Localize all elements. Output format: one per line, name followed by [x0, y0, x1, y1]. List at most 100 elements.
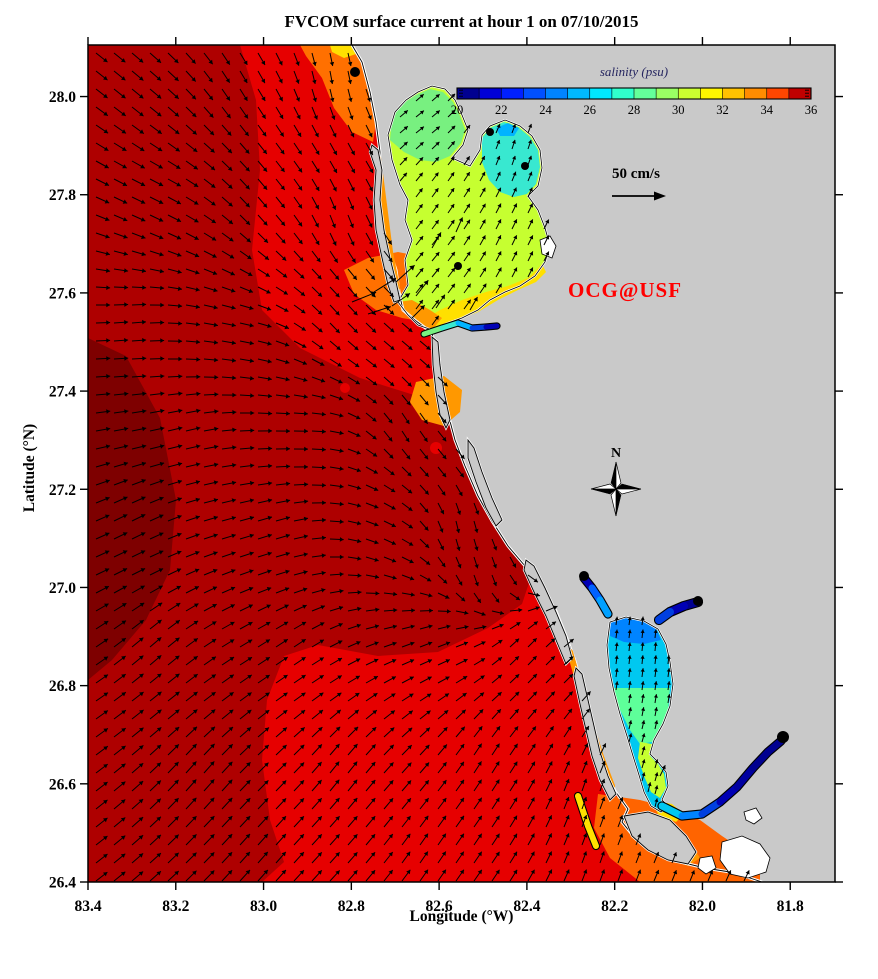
y-tick-label: 27.8 [49, 187, 76, 204]
x-tick-label: 83.0 [250, 898, 277, 915]
x-tick-label: 81.8 [777, 898, 804, 915]
axis-ticks: 83.4 83.2 83.0 82.8 82.6 82.4 82.2 82.0 81.8 28.0… [49, 37, 843, 915]
station-dot [521, 162, 529, 170]
colorbar-segment [656, 88, 679, 99]
colorbar-segment [501, 88, 524, 99]
island-longboat-key [431, 336, 451, 430]
plot-frame [87, 44, 836, 883]
y-tick-label: 26.8 [49, 678, 76, 695]
colorbar-segment [766, 88, 790, 99]
station-dot [350, 67, 360, 77]
colorbar-segment [744, 88, 768, 99]
station-dot [777, 731, 789, 743]
scale-arrow-label: 50 cm/s [612, 166, 660, 182]
colorbar-segment [700, 88, 723, 99]
compass-north-label: N [610, 446, 622, 461]
colorbar-segment [722, 88, 746, 99]
myakka-river [596, 596, 612, 618]
x-tick-label: 82.8 [338, 898, 365, 915]
colorbar-tick-label: 26 [584, 103, 597, 117]
gasparilla-sound [575, 793, 591, 829]
x-tick-label: 83.2 [162, 898, 189, 915]
colorbar-tick-label: 24 [539, 103, 552, 117]
colorbar-segment [788, 88, 812, 99]
region-clearwater-yellow-patch [330, 45, 356, 58]
y-tick-label: 27.6 [49, 285, 76, 302]
region-gulf-max-salinity [88, 338, 176, 680]
map-area [88, 45, 835, 882]
island-manasota-gasparilla [573, 667, 617, 801]
caloosahatchee-river [764, 737, 785, 756]
manatee-river [483, 323, 500, 330]
station-dot [454, 262, 462, 270]
region-tampa-mouth-inside [398, 300, 442, 330]
gulf-current-field [95, 52, 750, 882]
inlet-dot [340, 383, 350, 393]
station-dot [486, 128, 494, 136]
scale-arrow [612, 191, 666, 201]
colorbar-tick-label: 36 [805, 103, 818, 117]
region-lower-tampa-yellow [420, 264, 546, 328]
colorbar-segment [457, 88, 480, 99]
colorbar-segment [678, 88, 701, 99]
colorbar-title: salinity (psu) [599, 64, 669, 79]
compass-rose [590, 461, 642, 517]
x-axis-label: Longitude (°W) [409, 908, 514, 925]
page-title: FVCOM surface current at hour 1 on 07/10… [284, 12, 639, 31]
region-hillsborough-bay [482, 122, 540, 197]
colorbar-tick-label: 32 [716, 103, 729, 117]
region-old-tampa-bay [390, 89, 465, 162]
flats-pine-island-flats [719, 835, 771, 879]
station-dot [579, 571, 589, 581]
y-axis-label: Latitude (°N) [21, 423, 38, 513]
caloosahatchee-river [716, 783, 741, 806]
region-charlotte-lower-yg [638, 742, 666, 798]
manatee-river [439, 320, 461, 331]
x-tick-label: 82.2 [601, 898, 628, 915]
colorbar-segment [634, 88, 657, 99]
colorbar-segment [523, 88, 546, 99]
x-tick-label: 83.4 [74, 898, 101, 915]
flats-flats-small-2 [743, 807, 763, 825]
colorbar: 20 22 24 26 28 30 32 34 36 [451, 87, 818, 117]
island-cape-haze [623, 811, 697, 865]
colorbar-segment [545, 88, 569, 99]
colorbar-segment [589, 88, 613, 99]
colorbar-segment [611, 88, 635, 99]
gasparilla-sound [585, 823, 599, 849]
caloosahatchee-river [733, 764, 757, 791]
x-tick-label: 82.0 [689, 898, 716, 915]
colorbar-segment [479, 88, 502, 99]
flats-flats-small-1 [697, 855, 717, 875]
caloosahatchee-river [749, 748, 772, 772]
y-tick-label: 26.6 [49, 776, 76, 793]
colorbar-segment [567, 88, 591, 99]
manatee-river [421, 325, 445, 337]
caloosahatchee-river [698, 798, 724, 818]
island-pinellas-barrier [369, 144, 401, 303]
colorbar-tick-label: 28 [628, 103, 641, 117]
colorbar-tick-label: 30 [672, 103, 685, 117]
y-tick-label: 27.4 [49, 384, 76, 401]
colorbar-tick-label: 22 [495, 103, 508, 117]
charlotte-current-field [614, 616, 671, 808]
x-tick-label: 82.4 [513, 898, 540, 915]
peace-river [655, 608, 674, 624]
x-tick-label: 82.6 [426, 898, 453, 915]
region-gulf-high-salinity [88, 45, 530, 882]
caloosahatchee-river [658, 802, 686, 820]
y-tick-label: 27.2 [49, 482, 76, 499]
colorbar-tick-label: 34 [761, 103, 774, 117]
y-tick-label: 27.0 [49, 580, 76, 597]
strong-inflow-arrows [351, 217, 666, 793]
tampa-current-field [399, 93, 550, 326]
y-tick-label: 26.4 [49, 875, 76, 892]
ocg-usf-watermark: OCG@USF [568, 278, 683, 302]
y-tick-label: 28.0 [49, 89, 76, 106]
island-siesta-key [467, 438, 503, 527]
station-dot [693, 596, 703, 606]
pinellas-backbay [381, 202, 393, 255]
colorbar-tick-label: 20 [451, 103, 464, 117]
